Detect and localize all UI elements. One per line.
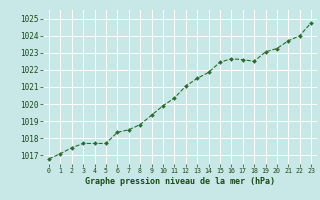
X-axis label: Graphe pression niveau de la mer (hPa): Graphe pression niveau de la mer (hPa) [85, 177, 275, 186]
